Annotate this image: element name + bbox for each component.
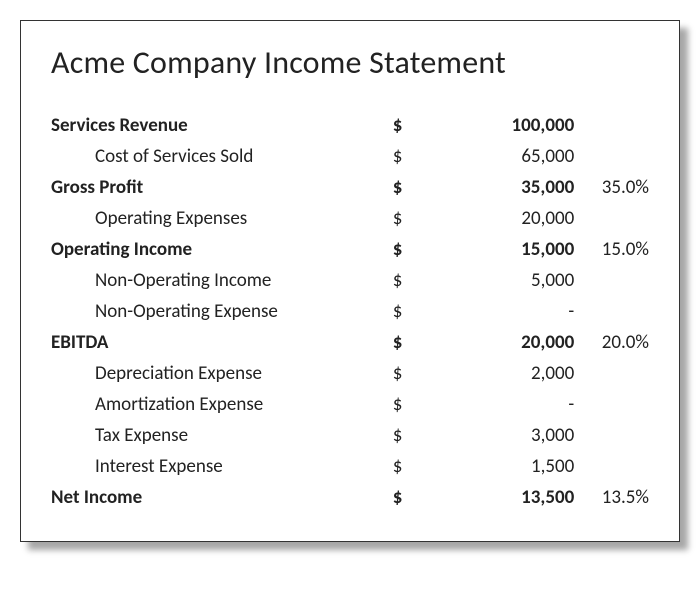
row-amount: - [425, 389, 575, 420]
row-amount: 3,000 [425, 420, 575, 451]
row-percentage: 35.0% [574, 172, 649, 203]
currency-symbol: $ [393, 265, 425, 296]
row-label: Gross Profit [51, 172, 393, 203]
row-label: EBITDA [51, 327, 393, 358]
row-percentage: 13.5% [574, 482, 649, 513]
row-amount: - [425, 296, 575, 327]
table-row: Depreciation Expense$2,000 [51, 358, 649, 389]
currency-symbol: $ [393, 172, 425, 203]
income-table: Services Revenue$100,000Cost of Services… [51, 110, 649, 513]
row-amount: 15,000 [425, 234, 575, 265]
row-label: Operating Income [51, 234, 393, 265]
currency-symbol: $ [393, 420, 425, 451]
currency-symbol: $ [393, 482, 425, 513]
row-amount: 20,000 [425, 203, 575, 234]
table-row: Operating Expenses$20,000 [51, 203, 649, 234]
currency-symbol: $ [393, 327, 425, 358]
table-row: Gross Profit$35,00035.0% [51, 172, 649, 203]
row-amount: 100,000 [425, 110, 575, 141]
table-row: EBITDA$20,00020.0% [51, 327, 649, 358]
income-table-body: Services Revenue$100,000Cost of Services… [51, 110, 649, 513]
row-amount: 20,000 [425, 327, 575, 358]
currency-symbol: $ [393, 141, 425, 172]
row-label: Net Income [51, 482, 393, 513]
row-percentage [574, 296, 649, 327]
row-label: Operating Expenses [51, 203, 393, 234]
currency-symbol: $ [393, 389, 425, 420]
row-percentage [574, 265, 649, 296]
table-row: Amortization Expense$- [51, 389, 649, 420]
row-label: Non-Operating Expense [51, 296, 393, 327]
table-row: Services Revenue$100,000 [51, 110, 649, 141]
currency-symbol: $ [393, 358, 425, 389]
row-percentage [574, 110, 649, 141]
row-amount: 5,000 [425, 265, 575, 296]
currency-symbol: $ [393, 110, 425, 141]
statement-title: Acme Company Income Statement [51, 43, 649, 82]
currency-symbol: $ [393, 234, 425, 265]
row-percentage [574, 203, 649, 234]
currency-symbol: $ [393, 451, 425, 482]
row-amount: 13,500 [425, 482, 575, 513]
row-amount: 35,000 [425, 172, 575, 203]
row-amount: 65,000 [425, 141, 575, 172]
row-amount: 2,000 [425, 358, 575, 389]
table-row: Net Income$13,50013.5% [51, 482, 649, 513]
table-row: Tax Expense$3,000 [51, 420, 649, 451]
row-label: Non-Operating Income [51, 265, 393, 296]
row-label: Amortization Expense [51, 389, 393, 420]
row-label: Cost of Services Sold [51, 141, 393, 172]
income-statement-card: Acme Company Income Statement Services R… [20, 20, 680, 542]
table-row: Operating Income$15,00015.0% [51, 234, 649, 265]
table-row: Non-Operating Expense$- [51, 296, 649, 327]
table-row: Cost of Services Sold$65,000 [51, 141, 649, 172]
row-percentage [574, 451, 649, 482]
currency-symbol: $ [393, 203, 425, 234]
row-percentage [574, 358, 649, 389]
row-label: Depreciation Expense [51, 358, 393, 389]
row-percentage [574, 420, 649, 451]
row-amount: 1,500 [425, 451, 575, 482]
row-percentage: 15.0% [574, 234, 649, 265]
currency-symbol: $ [393, 296, 425, 327]
row-label: Tax Expense [51, 420, 393, 451]
row-percentage [574, 389, 649, 420]
row-percentage: 20.0% [574, 327, 649, 358]
row-percentage [574, 141, 649, 172]
row-label: Interest Expense [51, 451, 393, 482]
table-row: Interest Expense$1,500 [51, 451, 649, 482]
table-row: Non-Operating Income$5,000 [51, 265, 649, 296]
row-label: Services Revenue [51, 110, 393, 141]
